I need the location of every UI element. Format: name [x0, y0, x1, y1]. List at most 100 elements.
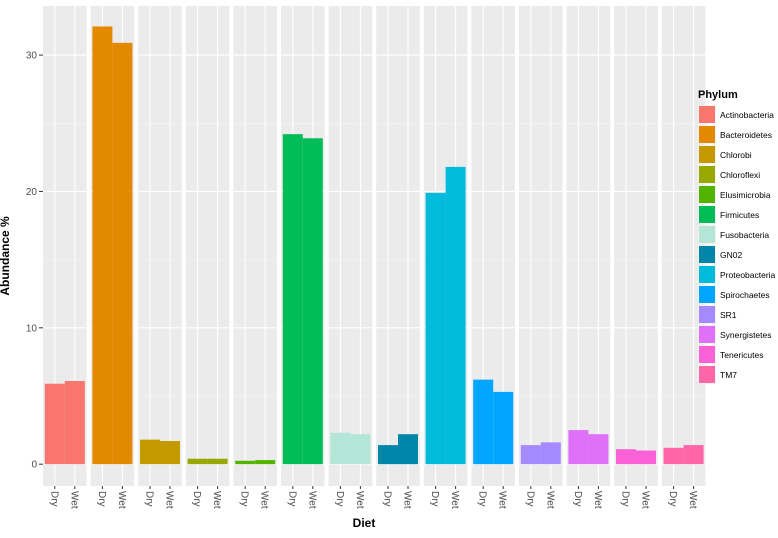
panel-background: [566, 6, 611, 486]
bar-proteobacteria-wet: [445, 166, 466, 465]
facet-panel: [138, 6, 182, 486]
panel-background: [233, 6, 277, 486]
legend-swatch: [699, 206, 715, 223]
legend-item: Bacteroidetes: [698, 125, 772, 144]
bar-tenericutes-dry: [616, 449, 636, 465]
panel-background: [328, 6, 373, 486]
x-tick-label: Wet: [259, 491, 270, 509]
panel-background: [138, 6, 182, 486]
bar-chlorobi-dry: [140, 439, 160, 465]
x-tick-label: Wet: [497, 491, 508, 509]
legend-item: Actinobacteria: [698, 105, 774, 124]
facet-panel: [90, 6, 135, 486]
y-tick-label: 0: [31, 460, 37, 471]
facet-panel: [471, 6, 515, 486]
bar-tm7-wet: [683, 445, 704, 465]
legend-item: TM7: [698, 365, 737, 384]
x-tick-label: Dry: [286, 491, 297, 507]
legend-swatch: [699, 106, 715, 123]
bar-chloroflexi-dry: [187, 458, 208, 465]
x-axis: Dry Wet Dry Wet Dry Wet Dry Wet Dry Wet Dry Wet Dry W…: [48, 486, 698, 509]
x-tick-label: Wet: [211, 491, 222, 509]
bar-sr1-dry: [520, 445, 541, 465]
x-tick-label: Wet: [306, 491, 317, 509]
legend-label: GN02: [720, 250, 742, 260]
facet-panel: [519, 6, 563, 486]
legend: Phylum Actinobacteria Bacteroidetes Chloro…: [698, 89, 776, 384]
x-tick-label: Dry: [239, 491, 250, 507]
bar-spirochaetes-dry: [473, 379, 494, 465]
x-tick-label: Wet: [449, 491, 460, 509]
legend-label: Elusimicrobia: [720, 190, 771, 200]
legend-title: Phylum: [698, 89, 738, 101]
legend-item: Synergistetes: [698, 325, 772, 344]
y-axis-title: Abundance %: [0, 216, 12, 296]
legend-label: Actinobacteria: [720, 110, 774, 120]
x-tick-label: Wet: [640, 491, 651, 509]
legend-label: Fusobacteria: [720, 230, 769, 240]
facet-panel: [281, 6, 325, 486]
x-tick-label: Dry: [334, 491, 345, 507]
legend-swatch: [699, 126, 715, 143]
x-tick-label: Wet: [544, 491, 555, 509]
legend-swatch: [699, 186, 715, 203]
x-tick-label: Dry: [382, 491, 393, 507]
x-tick-label: Dry: [477, 491, 488, 507]
legend-swatch: [699, 326, 715, 343]
x-tick-label: Dry: [48, 491, 59, 507]
legend-swatch: [699, 166, 715, 183]
bar-synergistetes-dry: [568, 430, 589, 465]
facet-panel: [43, 6, 87, 486]
x-tick-label: Wet: [687, 491, 698, 509]
x-tick-label: Dry: [524, 491, 535, 507]
facet-panel: [328, 6, 373, 486]
bar-sr1-wet: [540, 442, 561, 465]
legend-item: Fusobacteria: [698, 225, 769, 244]
x-tick-label: Dry: [96, 491, 107, 507]
bar-elusimicrobia-wet: [255, 460, 276, 465]
legend-label: Spirochaetes: [720, 290, 770, 300]
y-tick-label: 20: [26, 187, 38, 198]
bar-actinobacteria-wet: [64, 381, 85, 465]
x-tick-label: Dry: [191, 491, 202, 507]
legend-label: Chlorobi: [720, 150, 752, 160]
x-tick-label: Dry: [572, 491, 583, 507]
facet-panel: [376, 6, 420, 486]
bar-tm7-dry: [663, 447, 684, 465]
x-tick-label: Wet: [164, 491, 175, 509]
legend-item: Elusimicrobia: [698, 185, 771, 204]
legend-swatch: [699, 346, 715, 363]
y-tick-label: 10: [26, 323, 38, 334]
x-axis-title: Diet: [353, 516, 376, 530]
x-tick-label: Dry: [144, 491, 155, 507]
x-tick-label: Dry: [667, 491, 678, 507]
legend-swatch: [699, 226, 715, 243]
legend-swatch: [699, 366, 715, 383]
x-tick-label: Dry: [429, 491, 440, 507]
legend-item: GN02: [698, 245, 742, 264]
legend-swatch: [699, 306, 715, 323]
x-tick-label: Wet: [116, 491, 127, 509]
legend-label: Tenericutes: [720, 350, 763, 360]
x-tick-label: Wet: [592, 491, 603, 509]
bar-chlorobi-wet: [160, 441, 180, 465]
bar-fusobacteria-wet: [350, 434, 371, 465]
legend-swatch: [699, 246, 715, 263]
x-tick-label: Wet: [354, 491, 365, 509]
bar-spirochaetes-wet: [493, 391, 514, 465]
legend-swatch: [699, 146, 715, 163]
legend-item: Spirochaetes: [698, 285, 770, 304]
panel-background: [376, 6, 420, 486]
panel-background: [519, 6, 563, 486]
legend-label: Proteobacteria: [720, 270, 776, 280]
legend-label: SR1: [720, 310, 737, 320]
legend-item: Firmicutes: [698, 205, 759, 224]
legend-swatch: [699, 266, 715, 283]
facet-panel: [614, 6, 658, 486]
bar-chloroflexi-wet: [207, 458, 228, 465]
bar-synergistetes-wet: [588, 434, 609, 465]
bar-actinobacteria-dry: [44, 383, 65, 465]
bar-gn02-wet: [398, 434, 418, 465]
